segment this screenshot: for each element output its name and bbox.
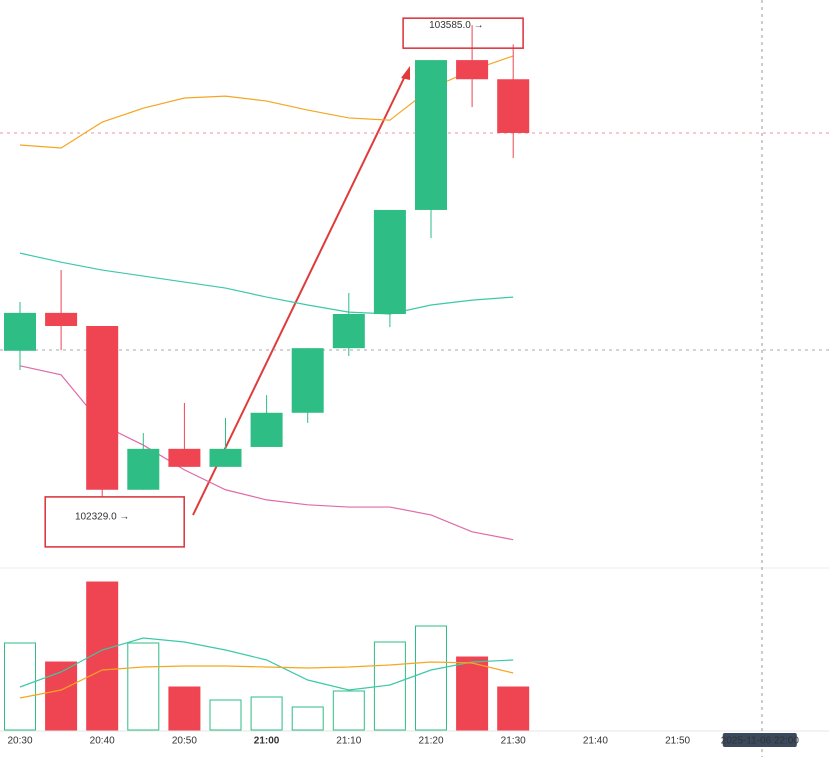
trend-arrow bbox=[192, 73, 407, 516]
candle-body bbox=[332, 313, 365, 349]
volume-bar bbox=[456, 656, 489, 731]
volume-bar bbox=[45, 661, 78, 731]
annotation-box bbox=[44, 496, 185, 548]
x-tick-label: 2025-11-06 22:00 bbox=[721, 736, 800, 747]
x-tick-label: 20:50 bbox=[172, 736, 197, 747]
candle-body bbox=[497, 79, 530, 133]
x-tick-label: 21:00 bbox=[254, 736, 280, 747]
candle-body bbox=[456, 60, 489, 80]
trend-arrow-head bbox=[401, 66, 410, 80]
x-tick-label: 20:30 bbox=[7, 736, 32, 747]
candle-body bbox=[127, 448, 160, 490]
volume-bar bbox=[332, 690, 365, 731]
x-tick-label: 21:50 bbox=[665, 736, 690, 747]
x-tick-label: 20:40 bbox=[90, 736, 115, 747]
volume-bar bbox=[250, 696, 283, 731]
volume-bar bbox=[415, 625, 447, 731]
volume-bar bbox=[168, 686, 201, 731]
volume-bar bbox=[127, 642, 160, 731]
annotation-label: 102329.0 → bbox=[75, 512, 130, 523]
candle-body bbox=[291, 348, 324, 413]
x-tick-label: 21:10 bbox=[336, 736, 361, 747]
candle-body bbox=[168, 448, 201, 467]
x-crosshair-label-bg bbox=[722, 733, 797, 747]
candle-body bbox=[250, 412, 283, 447]
volume-ma-line bbox=[19, 637, 514, 691]
annotation-box bbox=[402, 17, 524, 49]
annotation-label: 103585.0 → bbox=[429, 20, 484, 31]
volume-ma-line bbox=[19, 661, 514, 699]
volume-bar bbox=[497, 686, 530, 731]
candle-body bbox=[209, 448, 242, 467]
x-tick-label: 21:40 bbox=[583, 736, 608, 747]
volume-bar bbox=[291, 706, 324, 731]
x-tick-label: 21:20 bbox=[418, 736, 443, 747]
ma-line bbox=[19, 252, 514, 315]
candle-body bbox=[86, 326, 119, 490]
x-tick-label: 21:30 bbox=[501, 736, 526, 747]
candle-body bbox=[373, 209, 406, 314]
candle-body bbox=[415, 60, 447, 210]
volume-bar bbox=[209, 699, 242, 731]
candle-body bbox=[4, 312, 36, 351]
candle-body bbox=[45, 312, 78, 327]
